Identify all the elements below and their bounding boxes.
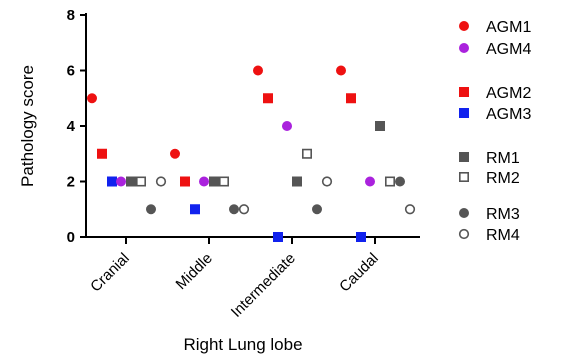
x-category-label: Cranial — [87, 250, 133, 296]
legend-label: AGM1 — [486, 19, 531, 36]
data-point-rm2 — [219, 176, 230, 187]
data-point-rm1 — [292, 176, 302, 187]
legend-marker — [458, 228, 470, 240]
legend-label: RM2 — [486, 170, 520, 187]
y-tick-label: 8 — [67, 7, 75, 24]
y-tick-label: 4 — [67, 118, 76, 135]
data-point-agm3 — [190, 204, 200, 215]
y-axis-title: Pathology score — [18, 65, 37, 187]
data-point-rm3 — [146, 204, 156, 215]
data-point-rm4 — [404, 204, 416, 215]
x-category-label: Intermediate — [228, 250, 299, 321]
data-point-agm4 — [116, 176, 126, 187]
legend-item-agm3: AGM3 — [459, 106, 531, 123]
y-tick-label: 6 — [67, 63, 75, 80]
y-tick-label: 2 — [67, 174, 75, 191]
legend-label: AGM2 — [486, 85, 531, 102]
x-axis-title: Right Lung lobe — [183, 335, 302, 354]
legend-item-rm4: RM4 — [458, 227, 520, 244]
legend: AGM1 AGM4 AGM2 AGM3 RM1 RM2 RM3 RM4 — [458, 19, 531, 244]
data-point-rm3 — [229, 204, 239, 215]
legend-label: AGM4 — [486, 41, 531, 58]
data-point-agm3 — [356, 232, 366, 242]
legend-marker — [459, 87, 469, 97]
data-point-agm1 — [253, 65, 263, 76]
data-point-agm4 — [199, 176, 209, 187]
data-point-agm4 — [282, 121, 292, 131]
legend-marker — [459, 152, 469, 162]
data-point-agm4 — [365, 176, 375, 187]
legend-item-agm4: AGM4 — [459, 41, 531, 58]
data-point-rm1 — [209, 176, 219, 187]
legend-item-agm2: AGM2 — [459, 85, 531, 102]
legend-marker — [458, 172, 469, 183]
data-point-rm4 — [155, 176, 167, 187]
legend-item-rm1: RM1 — [459, 150, 520, 167]
data-marks — [87, 65, 416, 242]
legend-label: RM3 — [486, 206, 520, 223]
data-point-rm1 — [375, 121, 385, 131]
data-point-agm2 — [180, 176, 190, 187]
data-point-rm3 — [395, 176, 405, 187]
data-point-agm2 — [346, 93, 356, 104]
data-point-agm1 — [170, 148, 180, 159]
x-category-label: Caudal — [336, 250, 382, 296]
data-point-agm1 — [87, 93, 97, 104]
data-point-agm2 — [97, 148, 107, 159]
axes: 0 2 4 6 8 Cranial Middle Intermediate Caudal — [67, 7, 420, 321]
data-point-rm3 — [312, 204, 322, 215]
data-point-agm3 — [107, 176, 117, 187]
legend-label: AGM3 — [486, 106, 531, 123]
data-point-rm1 — [126, 176, 136, 187]
legend-label: RM4 — [486, 227, 520, 244]
data-point-agm3 — [273, 232, 283, 242]
data-point-agm2 — [263, 93, 273, 104]
legend-item-rm2: RM2 — [458, 170, 520, 187]
legend-marker — [459, 43, 469, 53]
legend-marker — [459, 108, 469, 118]
legend-label: RM1 — [486, 150, 520, 167]
data-point-agm1 — [336, 65, 346, 76]
data-point-rm2 — [384, 176, 395, 187]
legend-item-agm1: AGM1 — [459, 19, 531, 36]
x-category-label: Middle — [173, 250, 216, 293]
data-point-rm2 — [301, 148, 312, 159]
legend-marker — [459, 208, 469, 218]
data-point-rm2 — [136, 176, 147, 187]
y-tick-label: 0 — [67, 229, 75, 246]
legend-item-rm3: RM3 — [459, 206, 520, 223]
data-point-rm4 — [321, 176, 333, 187]
data-point-rm4 — [238, 204, 250, 215]
legend-marker — [459, 21, 469, 31]
